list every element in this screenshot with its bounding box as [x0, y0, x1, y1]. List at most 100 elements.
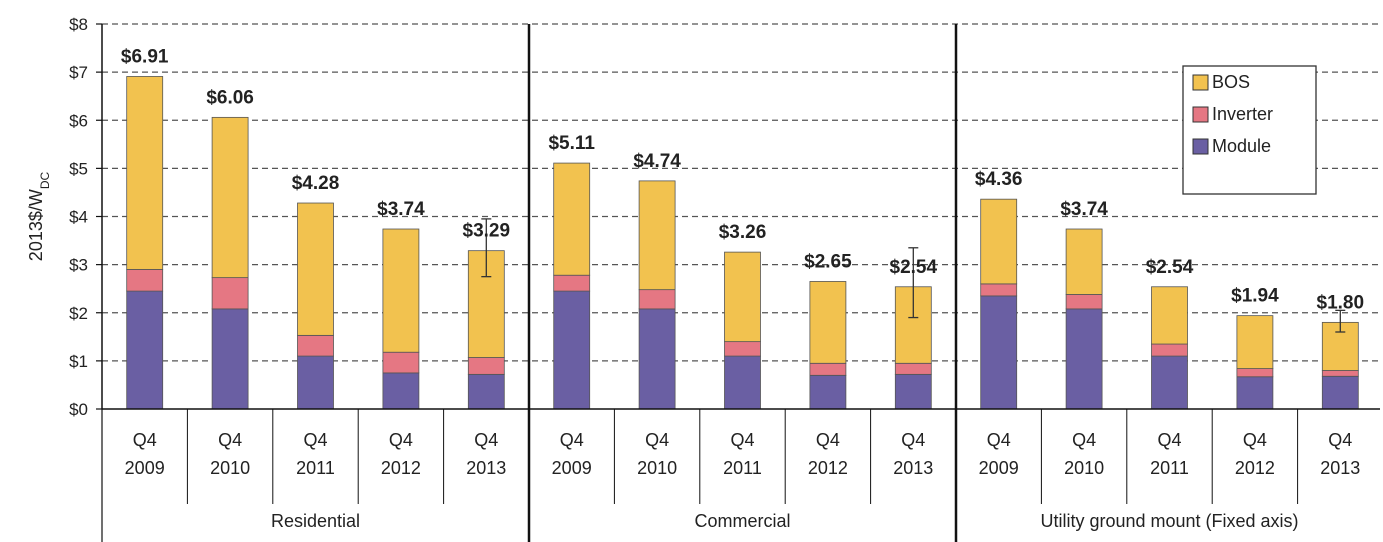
x-tick-label-quarter: Q4 [133, 430, 157, 450]
x-tick-label-year: 2010 [1064, 458, 1104, 478]
x-tick-label-year: 2009 [125, 458, 165, 478]
bar-bos [554, 163, 590, 275]
bar-bos [1066, 229, 1102, 294]
bar-module [1322, 376, 1358, 409]
bar-bos [1152, 287, 1188, 344]
data-label-total: $4.74 [633, 151, 681, 172]
bar-bos [298, 203, 334, 335]
bar-inverter [554, 275, 590, 291]
bar-inverter [1237, 369, 1273, 377]
bar-module [468, 374, 504, 409]
bar-inverter [810, 363, 846, 375]
bar-module [981, 296, 1017, 409]
x-tick-label-year: 2012 [808, 458, 848, 478]
bar-inverter [1322, 371, 1358, 377]
data-label-total: $3.74 [1060, 199, 1108, 220]
bar-module [1237, 377, 1273, 409]
bar-bos [981, 199, 1017, 284]
bar-module [212, 309, 248, 409]
bar-inverter [1152, 344, 1188, 356]
bar-module [127, 291, 163, 409]
y-tick-label: $5 [69, 159, 88, 178]
bar-module [383, 373, 419, 409]
y-axis-title-subscript: DC [38, 171, 52, 189]
bar-bos [383, 229, 419, 352]
x-tick-label-quarter: Q4 [218, 430, 242, 450]
y-tick-label: $6 [69, 111, 88, 130]
legend-swatch [1193, 139, 1208, 154]
data-label-total: $2.54 [1146, 257, 1194, 278]
bar-module [298, 356, 334, 409]
x-tick-label-quarter: Q4 [1328, 430, 1352, 450]
data-label-total: $2.65 [804, 251, 852, 272]
x-tick-label-quarter: Q4 [1157, 430, 1181, 450]
bar-bos [1237, 316, 1273, 369]
y-tick-label: $2 [69, 304, 88, 323]
bar-module [895, 374, 931, 409]
x-tick-label-quarter: Q4 [474, 430, 498, 450]
legend-label: BOS [1212, 72, 1250, 92]
x-tick-label-year: 2011 [296, 458, 335, 478]
data-label-total: $6.91 [121, 46, 169, 67]
x-tick-label-year: 2010 [637, 458, 677, 478]
x-tick-label-quarter: Q4 [389, 430, 413, 450]
bars: $6.91 $6.06 $4.28 $3.74 $3.29 $5.11 $4.74 $3.26… [121, 46, 1364, 409]
x-tick-label-year: 2013 [893, 458, 933, 478]
x-tick-label-year: 2011 [723, 458, 762, 478]
group-label: Residential [271, 511, 360, 531]
x-tick-label-year: 2013 [1320, 458, 1360, 478]
data-label-total: $3.74 [377, 199, 425, 220]
x-tick-label-year: 2011 [1150, 458, 1189, 478]
x-tick-label-quarter: Q4 [816, 430, 840, 450]
bar-inverter [1066, 294, 1102, 308]
bar-inverter [725, 342, 761, 356]
bar-inverter [981, 284, 1017, 296]
legend-label: Inverter [1212, 104, 1273, 124]
data-label-total: $1.80 [1317, 292, 1365, 313]
x-tick-label-year: 2012 [381, 458, 421, 478]
bar-inverter [639, 290, 675, 309]
x-tick-label-quarter: Q4 [1243, 430, 1267, 450]
group-label: Commercial [694, 511, 790, 531]
legend-swatch [1193, 75, 1208, 90]
data-label-total: $4.36 [975, 169, 1023, 190]
bar-bos [212, 117, 248, 277]
y-axis-title-main: 2013$/W [26, 189, 46, 261]
y-tick-label: $3 [69, 256, 88, 275]
x-tick-label-year: 2009 [552, 458, 592, 478]
x-tick-label-quarter: Q4 [560, 430, 584, 450]
y-axis-title: 2013$/WDC [26, 171, 52, 261]
bar-bos [639, 181, 675, 290]
bar-module [639, 309, 675, 409]
bar-module [1066, 309, 1102, 409]
y-tick-label: $0 [69, 400, 88, 419]
bar-module [1152, 356, 1188, 409]
x-tick-label-quarter: Q4 [645, 430, 669, 450]
x-tick-label-quarter: Q4 [901, 430, 925, 450]
data-label-total: $3.26 [719, 222, 767, 243]
bar-bos [725, 252, 761, 342]
x-tick-label-quarter: Q4 [1072, 430, 1096, 450]
x-tick-label-year: 2009 [979, 458, 1019, 478]
x-tick-label-quarter: Q4 [987, 430, 1011, 450]
x-tick-label-year: 2013 [466, 458, 506, 478]
bar-inverter [468, 358, 504, 375]
data-label-total: $4.28 [292, 173, 340, 194]
data-label-total: $5.11 [548, 133, 595, 154]
bar-inverter [298, 335, 334, 356]
data-label-total: $1.94 [1231, 286, 1279, 307]
bar-inverter [127, 269, 163, 291]
y-tick-label: $1 [69, 352, 88, 371]
x-tick-label-year: 2012 [1235, 458, 1275, 478]
x-tick-label-year: 2010 [210, 458, 250, 478]
y-tick-label: $4 [69, 208, 88, 227]
y-axis: $0 $1 $2 $3 $4 $5 $6 $7 $8 2013$/WDC [26, 15, 102, 419]
x-tick-label-quarter: Q4 [730, 430, 754, 450]
y-tick-label: $8 [69, 15, 88, 34]
legend: BOS Inverter Module [1183, 66, 1316, 194]
bar-module [554, 291, 590, 409]
group-label: Utility ground mount (Fixed axis) [1040, 511, 1298, 531]
bar-inverter [212, 278, 248, 309]
bar-inverter [895, 363, 931, 374]
